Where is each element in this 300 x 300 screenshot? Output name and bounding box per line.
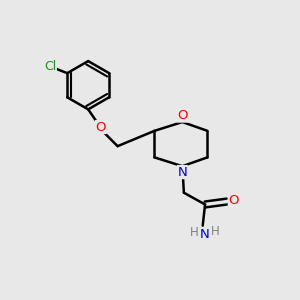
Text: H: H [211,225,219,238]
Text: Cl: Cl [44,60,56,73]
Text: N: N [200,228,210,241]
Text: O: O [177,109,188,122]
Text: H: H [190,226,198,238]
Text: O: O [96,121,106,134]
Text: O: O [228,194,239,207]
Text: N: N [178,166,187,178]
